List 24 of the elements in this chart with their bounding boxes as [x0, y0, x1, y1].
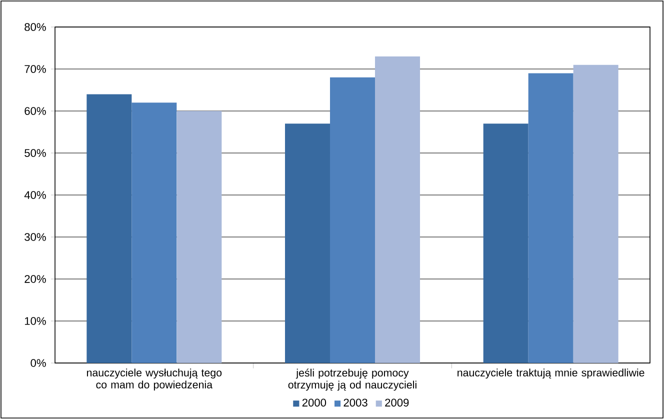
y-tick-label: 50%	[24, 149, 46, 157]
y-tick-label: 10%	[24, 317, 46, 325]
y-tick-label: 20%	[24, 275, 46, 283]
bar	[285, 124, 330, 364]
legend-label: 2000	[302, 398, 326, 407]
bar	[330, 77, 375, 364]
bar	[573, 64, 618, 364]
x-tick-label: nauczyciele traktują mnie sprawiedliwie	[458, 368, 644, 379]
bar	[86, 94, 132, 364]
x-tick-label: nauczyciele wysłuchują tego co mam do powiedzenia	[86, 368, 222, 391]
bar	[483, 124, 528, 364]
y-tick-label: 40%	[24, 191, 46, 199]
y-tick-label: 30%	[24, 233, 46, 241]
bar	[528, 73, 574, 364]
bar	[176, 111, 222, 364]
bar	[375, 56, 420, 364]
y-tick-label: 60%	[24, 107, 46, 115]
y-tick-label: 0%	[30, 359, 46, 367]
legend-label: 2003	[344, 398, 368, 407]
y-tick-label: 80%	[24, 23, 46, 31]
x-tick-label: jeśli potrzebuję pomocy otrzymuję ją od nauczycieli	[288, 368, 416, 391]
legend-label: 2009	[385, 398, 409, 407]
y-tick-label: 70%	[24, 65, 46, 73]
bar	[132, 102, 177, 364]
